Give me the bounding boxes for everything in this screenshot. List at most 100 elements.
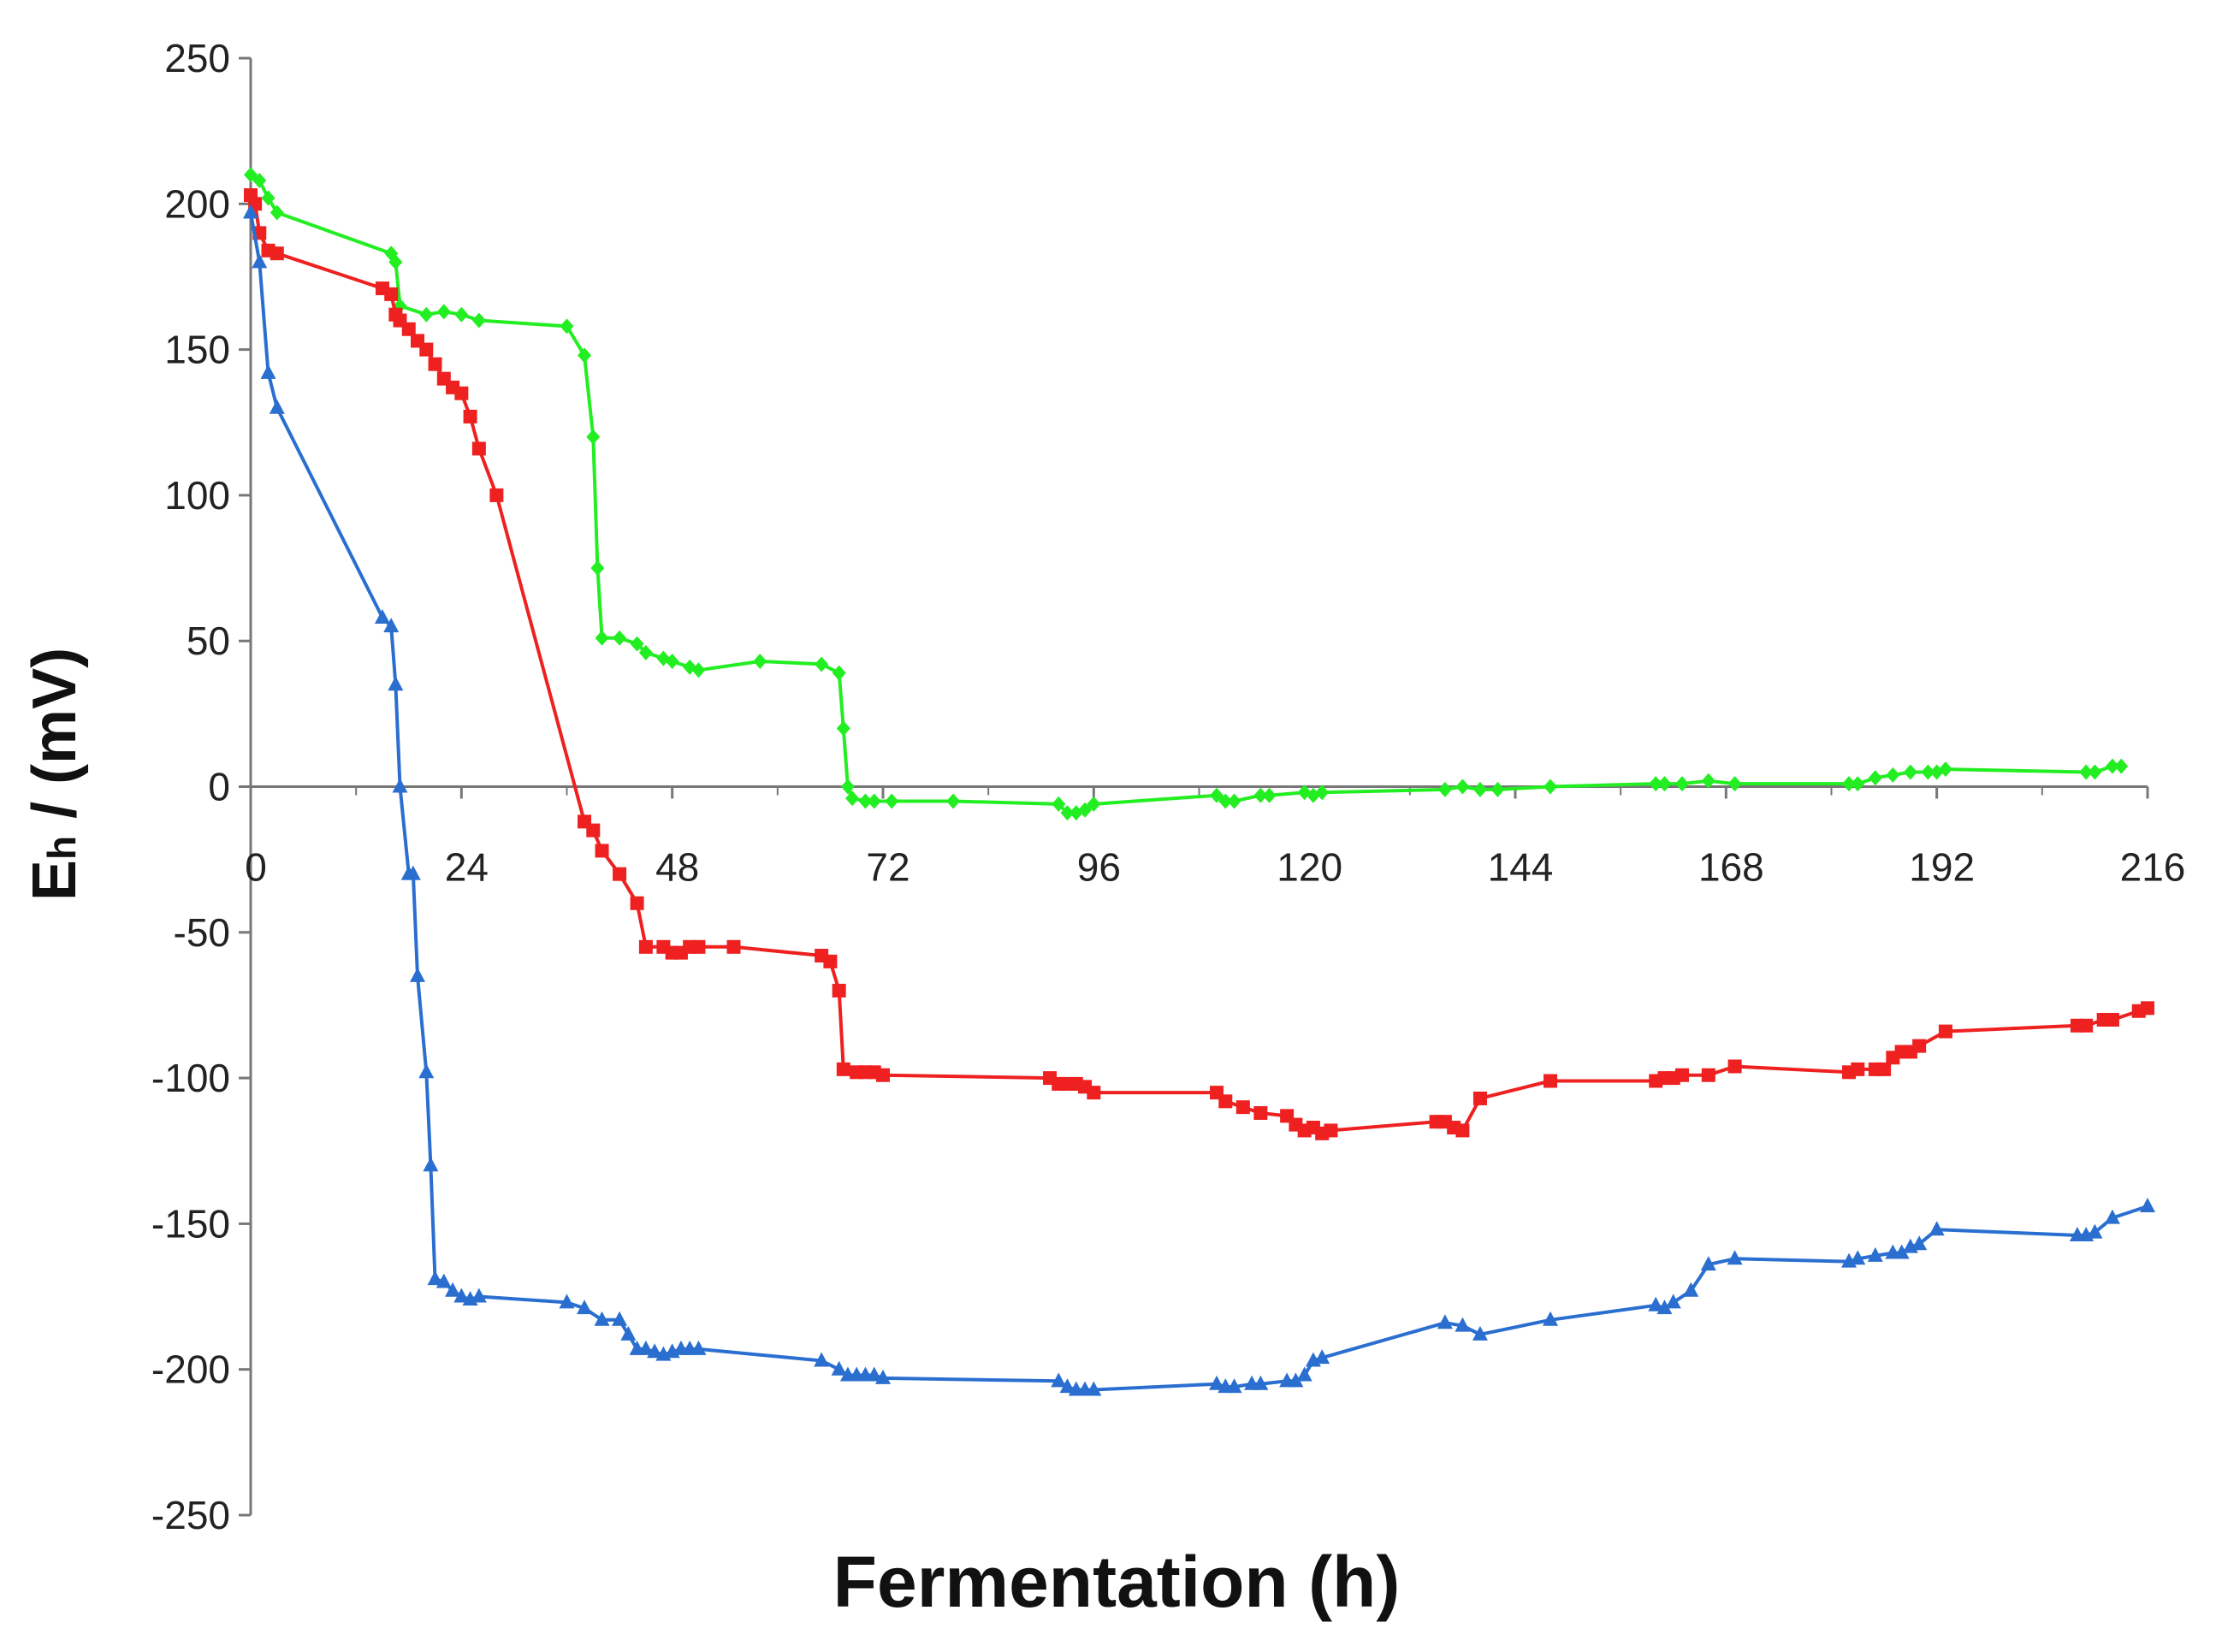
- data-point-green: [836, 720, 850, 737]
- data-point-red: [1727, 1059, 1742, 1074]
- series-blue: [243, 204, 2155, 1396]
- data-point-blue: [388, 676, 404, 691]
- data-point-blue: [831, 1360, 847, 1376]
- data-point-blue: [1059, 1378, 1075, 1394]
- data-point-green: [1938, 761, 1952, 778]
- data-point-green: [1218, 793, 1233, 809]
- data-point-green: [858, 793, 873, 809]
- y-tick-label: -150: [151, 1201, 230, 1246]
- data-point-green: [753, 654, 767, 670]
- y-axis-title-main: E: [21, 860, 89, 901]
- data-point-green: [832, 665, 846, 681]
- data-point-red: [270, 246, 284, 261]
- data-point-blue: [1665, 1294, 1681, 1309]
- data-point-blue: [594, 1311, 610, 1326]
- data-point-blue: [269, 399, 285, 414]
- data-point-red: [1675, 1068, 1690, 1082]
- data-point-blue: [1893, 1244, 1910, 1259]
- data-point-green: [454, 306, 469, 323]
- y-tick-label: 50: [187, 619, 230, 663]
- data-point-blue: [1314, 1349, 1330, 1365]
- data-point-green: [613, 630, 627, 646]
- data-point-green: [1543, 779, 1558, 795]
- data-point-green: [1087, 796, 1101, 812]
- data-point-red: [630, 896, 644, 910]
- data-point-red: [463, 409, 477, 423]
- x-tick-label: 0: [245, 845, 267, 890]
- data-point-blue: [423, 1157, 439, 1172]
- y-axis-title-rest: / (mV): [21, 648, 89, 836]
- x-tick-label: 216: [2120, 845, 2186, 890]
- data-point-red: [595, 844, 609, 858]
- data-point-green: [638, 644, 653, 660]
- x-tick-label: 96: [1077, 845, 1121, 890]
- data-point-green: [1886, 767, 1900, 783]
- y-axis-title-sub: h: [39, 836, 84, 860]
- x-tick-label: 48: [655, 845, 699, 890]
- data-point-blue: [445, 1282, 461, 1297]
- data-point-green: [586, 429, 601, 445]
- data-point-blue: [1288, 1372, 1304, 1388]
- data-point-blue: [435, 1273, 452, 1288]
- x-tick-label: 24: [445, 845, 489, 890]
- data-point-blue: [1051, 1372, 1067, 1388]
- data-point-red: [1087, 1086, 1101, 1100]
- data-point-blue: [374, 608, 390, 624]
- y-tick-label: 0: [208, 765, 230, 809]
- data-point-red: [1912, 1039, 1927, 1053]
- series-line-red: [249, 194, 2148, 1135]
- data-point-red: [471, 441, 486, 456]
- data-point-green: [388, 254, 403, 270]
- data-point-blue: [471, 1288, 487, 1303]
- data-point-green: [1851, 776, 1865, 792]
- data-point-red: [2105, 1012, 2119, 1027]
- data-point-red: [638, 939, 653, 954]
- data-point-green: [578, 347, 592, 364]
- x-tick-label: 144: [1488, 845, 1554, 890]
- data-point-red: [2079, 1018, 2094, 1033]
- series-green: [244, 167, 2129, 821]
- x-axis-title: Fermentation (h): [833, 1542, 1401, 1622]
- y-tick-label: 250: [164, 36, 230, 80]
- data-point-green: [2088, 764, 2102, 780]
- data-point-green: [1842, 776, 1857, 792]
- data-point-green: [2114, 758, 2129, 774]
- data-point-red: [1938, 1024, 1952, 1039]
- y-tick-label: -250: [151, 1493, 230, 1537]
- data-point-blue: [418, 1063, 435, 1079]
- data-point-blue: [559, 1294, 575, 1309]
- data-point-green: [1455, 779, 1470, 795]
- data-point-blue: [1472, 1325, 1488, 1341]
- data-point-red: [836, 1062, 850, 1076]
- data-point-green: [1675, 776, 1690, 792]
- data-point-green: [1052, 796, 1066, 812]
- data-point-red: [876, 1068, 890, 1082]
- data-point-green: [867, 793, 881, 809]
- y-tick-label: -100: [151, 1056, 230, 1100]
- tick-labels: 250 200 150 100 50 0 -50 -100 -150 -200 -250 0 24 48 7…: [151, 36, 2185, 1537]
- data-point-blue: [1226, 1378, 1242, 1394]
- series-line-green: [249, 173, 2122, 815]
- data-point-green: [946, 793, 961, 809]
- data-point-red: [1455, 1123, 1470, 1138]
- data-point-red: [1543, 1074, 1558, 1088]
- data-point-blue: [612, 1311, 628, 1326]
- data-point-red: [384, 287, 399, 301]
- y-tick-label: 150: [164, 328, 230, 372]
- data-point-blue: [1437, 1314, 1453, 1329]
- data-point-green: [419, 306, 434, 323]
- data-point-blue: [620, 1325, 637, 1341]
- data-point-green: [885, 793, 899, 809]
- data-point-green: [691, 662, 706, 678]
- data-point-green: [1227, 793, 1241, 809]
- data-point-green: [1903, 764, 1917, 780]
- data-point-green: [244, 167, 258, 183]
- axes: [249, 58, 2148, 1515]
- data-point-red: [726, 939, 741, 954]
- x-tick-label: 120: [1277, 845, 1342, 890]
- data-point-green: [845, 790, 860, 807]
- data-point-blue: [405, 865, 421, 880]
- data-point-green: [665, 654, 679, 670]
- data-point-red: [1218, 1094, 1233, 1109]
